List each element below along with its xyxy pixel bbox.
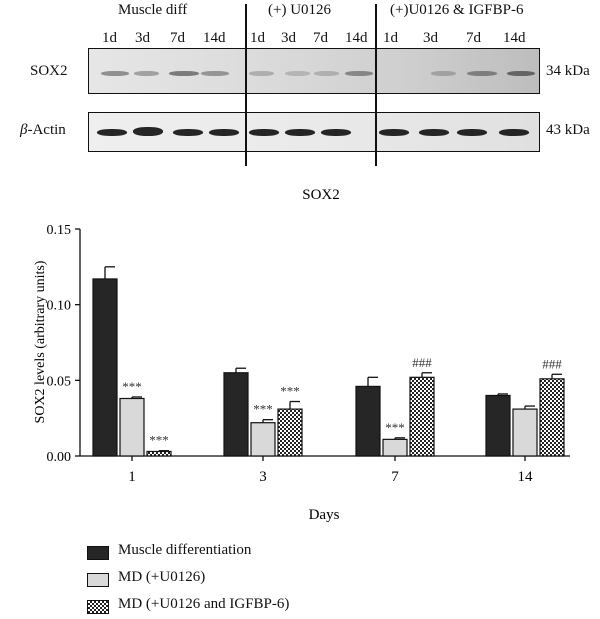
x-tick-label: 7: [391, 469, 399, 485]
x-tick-label: 14: [518, 469, 534, 485]
bar: [512, 408, 538, 457]
blot-band: [249, 71, 274, 76]
blot-band: [321, 129, 351, 136]
significance-label: ***: [253, 402, 273, 417]
blot-day-label: 3d: [135, 30, 150, 46]
blot-band: [97, 129, 127, 136]
blot-day-label: 3d: [423, 30, 438, 46]
blot-group-divider: [245, 4, 247, 166]
blot-band: [169, 71, 199, 76]
blot-band: [209, 129, 239, 136]
bar: [485, 394, 511, 457]
bar: [355, 385, 381, 457]
blot-band: [507, 71, 535, 76]
blot-day-label: 7d: [313, 30, 328, 46]
significance-label: ###: [542, 356, 562, 371]
significance-label: ###: [412, 355, 432, 370]
blot-band: [379, 129, 409, 136]
blot-band: [314, 71, 339, 76]
legend-label: MD (+U0126 and IGFBP-6): [118, 596, 290, 612]
bar: [250, 422, 276, 457]
bar: [146, 450, 172, 457]
blot-day-label: 3d: [281, 30, 296, 46]
blot-day-label: 7d: [466, 30, 481, 46]
blot-band: [173, 129, 203, 136]
blot-band: [467, 71, 497, 76]
bar: [409, 376, 435, 457]
x-axis-title: Days: [309, 507, 340, 523]
bar: [119, 397, 145, 457]
blot-band: [285, 129, 315, 136]
blot-band: [419, 129, 449, 136]
blot-row-label-sox2: SOX2: [30, 63, 68, 79]
blot-group-label: (+)U0126 & IGFBP-6: [390, 2, 524, 18]
legend-swatch: [87, 546, 109, 560]
blot-size-actin: 43 kDa: [546, 122, 590, 138]
blot-day-label: 14d: [503, 30, 526, 46]
blot-band: [345, 71, 373, 76]
y-tick-label: 0.00: [47, 450, 72, 465]
blot-day-label: 7d: [170, 30, 185, 46]
blot-band: [249, 129, 279, 136]
blot-band: [133, 127, 163, 136]
blot-band: [499, 129, 529, 136]
blot-group-label: Muscle diff: [118, 2, 188, 18]
legend-swatch: [87, 573, 109, 587]
significance-label: ***: [122, 379, 142, 394]
sox2-blot-strip: [88, 48, 540, 94]
bar: [382, 438, 408, 457]
legend-label: Muscle differentiation: [118, 542, 252, 558]
legend-label: MD (+U0126): [118, 569, 206, 585]
beta-symbol: β: [20, 122, 28, 138]
significance-label: ***: [385, 420, 405, 435]
significance-label: ***: [280, 384, 300, 399]
y-tick-label: 0.05: [47, 374, 72, 389]
y-axis-title: SOX2 levels (arbitrary units): [33, 260, 48, 423]
blot-day-label: 1d: [383, 30, 398, 46]
blot-row-label-actin: β-Actin: [20, 122, 66, 139]
blot-band: [431, 71, 456, 76]
blot-day-label: 1d: [102, 30, 117, 46]
blot-band: [134, 71, 159, 76]
blot-day-label: 14d: [203, 30, 226, 46]
bar: [539, 378, 565, 457]
blot-size-sox2: 34 kDa: [546, 63, 590, 79]
bar: [277, 408, 303, 457]
x-tick-label: 1: [128, 469, 136, 485]
blot-band: [285, 71, 310, 76]
blot-band: [101, 71, 129, 76]
x-tick-label: 3: [259, 469, 267, 485]
blot-day-label: 1d: [250, 30, 265, 46]
significance-label: ***: [149, 433, 169, 448]
bar: [223, 372, 249, 457]
blot-group-divider: [375, 4, 377, 166]
blot-band: [201, 71, 229, 76]
actin-blot-strip: [88, 112, 540, 152]
y-tick-label: 0.10: [47, 299, 72, 314]
blot-group-label: (+) U0126: [268, 2, 332, 18]
bar: [92, 278, 118, 457]
blot-day-label: 14d: [345, 30, 368, 46]
chart-title: SOX2: [302, 187, 340, 203]
y-tick-label: 0.15: [47, 223, 72, 238]
actin-name: -Actin: [27, 122, 66, 138]
legend-swatch: [87, 600, 109, 614]
blot-band: [457, 129, 487, 136]
